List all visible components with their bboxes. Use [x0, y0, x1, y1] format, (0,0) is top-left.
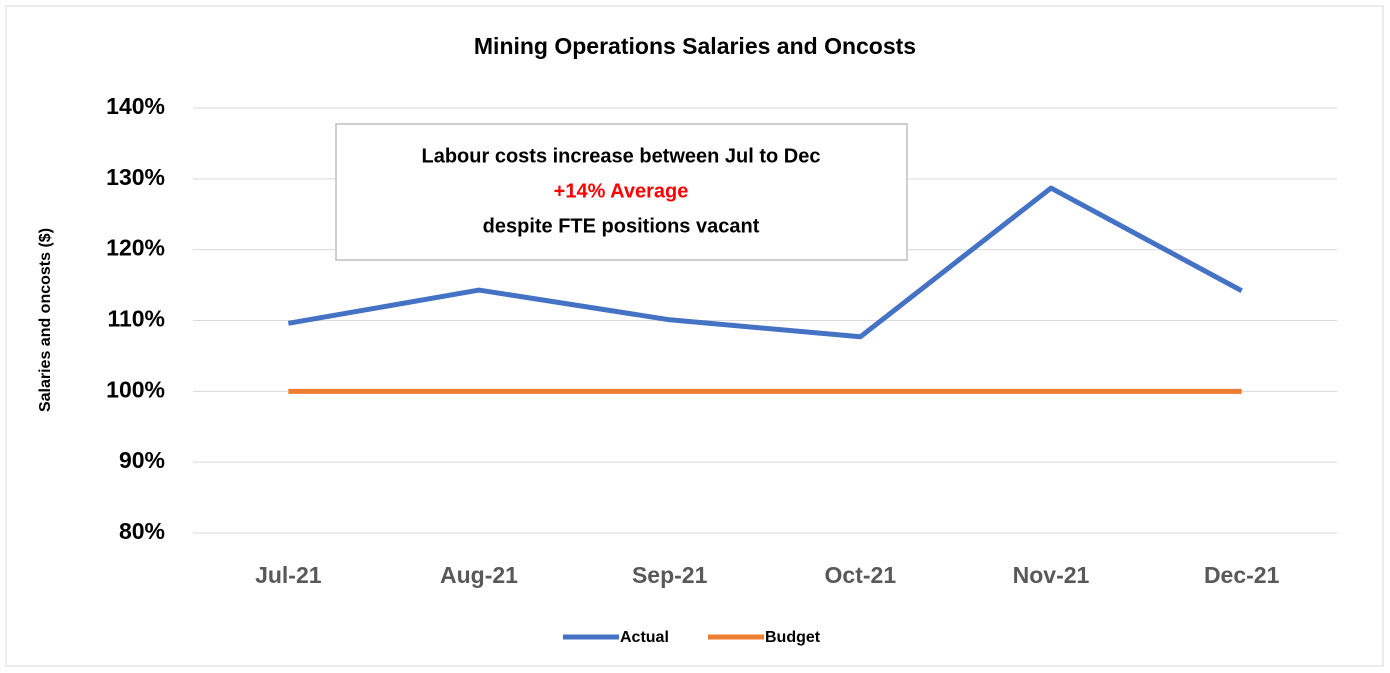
chart-title: Mining Operations Salaries and Oncosts [474, 33, 916, 59]
annotation-text: despite FTE positions vacant [483, 215, 760, 237]
annotation-text: +14% Average [554, 180, 689, 202]
annotation-text: Labour costs increase between Jul to Dec [421, 145, 820, 167]
series-line [287, 185, 1243, 340]
annotation-box [335, 123, 908, 261]
y-axis-label: Salaries and oncosts ($) [37, 228, 54, 412]
y-tick-label: 100% [106, 376, 165, 402]
legend-label: Actual [620, 629, 669, 646]
y-tick-label: 120% [106, 235, 165, 261]
x-tick-label: Aug-21 [440, 562, 518, 588]
x-tick-label: Nov-21 [1013, 562, 1090, 588]
y-tick-label: 130% [106, 164, 165, 190]
y-tick-label: 110% [107, 306, 165, 332]
legend-label: Budget [765, 629, 821, 646]
x-tick-label: Sep-21 [632, 562, 708, 588]
x-tick-label: Oct-21 [825, 562, 897, 588]
x-tick-label: Jul-21 [255, 562, 322, 588]
y-tick-label: 90% [119, 447, 165, 473]
y-tick-label: 80% [119, 518, 165, 544]
y-tick-label: 140% [106, 93, 165, 119]
x-tick-label: Dec-21 [1204, 562, 1280, 588]
chart-border [5, 5, 1384, 667]
